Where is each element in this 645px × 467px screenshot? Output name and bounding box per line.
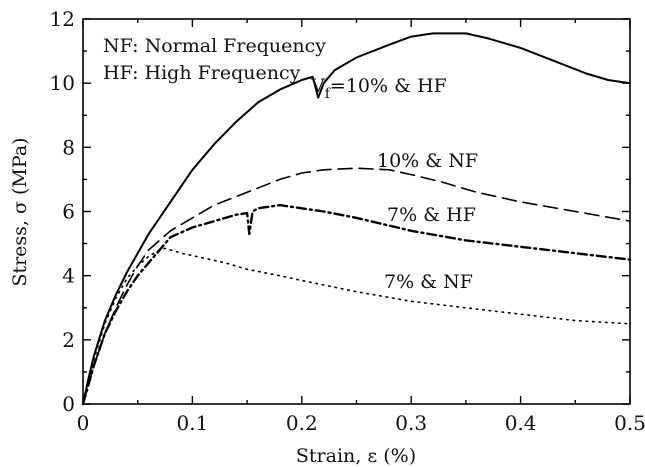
- y-tick-label: 6: [62, 200, 75, 224]
- x-axis-title: Strain, ε (%): [296, 445, 416, 467]
- y-tick-label: 10: [50, 71, 75, 95]
- series-line-2: [82, 167, 631, 405]
- y-tick-label: 12: [50, 7, 75, 31]
- x-tick-label: 0: [77, 411, 90, 435]
- y-tick-label: 2: [62, 328, 75, 352]
- label-vf10-hf: Vf=10% & HF: [310, 75, 447, 102]
- y-tick-label: 0: [62, 392, 75, 416]
- label-vf-prefix: V: [310, 75, 325, 97]
- y-tick-label: 4: [62, 264, 75, 288]
- label-10-nf: 10% & NF: [377, 150, 478, 172]
- series-line-1: [82, 32, 631, 405]
- y-axis-title: Stress, σ (MPa): [9, 137, 31, 286]
- legend-line-hf: HF: High Frequency: [103, 62, 301, 84]
- series-lines: [81, 32, 632, 406]
- legend-line-nf: NF: Normal Frequency: [103, 35, 326, 57]
- label-vf-rest: =10% & HF: [330, 75, 447, 97]
- x-tick-label: 0.2: [286, 411, 318, 435]
- plot-frame: [82, 18, 631, 405]
- label-7-nf: 7% & NF: [384, 271, 473, 293]
- x-tick-label: 0.1: [176, 411, 208, 435]
- series-line-4: [82, 247, 631, 405]
- series-line-3: [81, 203, 632, 406]
- tick-labels: 0 0.1 0.2 0.3 0.4 0.5 0 2 4 6 8 10 12: [50, 7, 645, 435]
- label-vf-subscript: f: [325, 86, 332, 102]
- x-tick-label: 0.4: [505, 411, 537, 435]
- label-7-hf: 7% & HF: [387, 204, 476, 226]
- y-tick-label: 8: [62, 135, 75, 159]
- x-tick-label: 0.3: [395, 411, 427, 435]
- x-tick-label: 0.5: [614, 411, 645, 435]
